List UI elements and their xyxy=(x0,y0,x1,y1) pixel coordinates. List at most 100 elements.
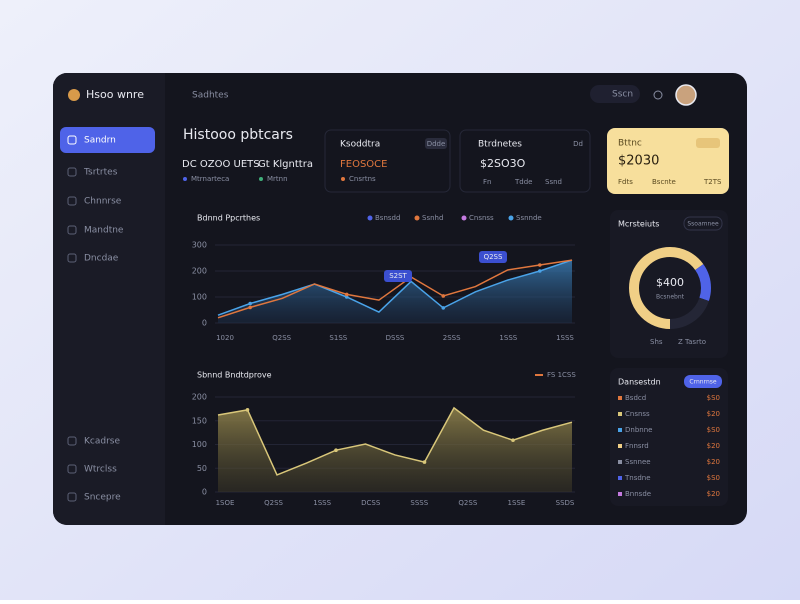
card-title: Btrdnetes xyxy=(478,140,522,150)
card xyxy=(459,129,591,193)
x-tick-label: 2SSS xyxy=(443,334,461,342)
x-tick-label: DSSS xyxy=(386,334,405,342)
list-button-text: Crnnrnse xyxy=(689,379,716,386)
y-tick-label: 150 xyxy=(192,416,207,425)
logo-icon xyxy=(68,89,80,101)
row-value: $20 xyxy=(707,410,720,418)
card-title: Ksoddtra xyxy=(340,140,380,150)
x-tick-label: DCSS xyxy=(361,499,381,507)
annotation-box xyxy=(479,251,507,263)
row-dot xyxy=(618,396,622,400)
line xyxy=(217,259,573,316)
row-name: Ssnnee xyxy=(625,458,651,466)
row-name: Bnnsde xyxy=(625,490,651,498)
point xyxy=(245,408,250,412)
row-value: $S0 xyxy=(707,394,720,402)
nav-icon xyxy=(67,196,77,206)
list-panel xyxy=(610,368,728,506)
legend-dot xyxy=(367,215,373,221)
point xyxy=(538,269,542,273)
donut-button[interactable] xyxy=(683,216,723,231)
x-tick-label: 1SSS xyxy=(313,499,331,507)
stat-dot xyxy=(259,177,263,181)
nav-icon xyxy=(67,167,77,177)
x-tick-label: 1SOE xyxy=(216,499,235,507)
donut-segment xyxy=(629,247,711,329)
point xyxy=(248,301,252,306)
legend-item: Ssnnde xyxy=(516,214,542,222)
y-tick-label: 200 xyxy=(192,393,207,402)
nav-item[interactable]: Kcadrse xyxy=(84,437,120,447)
bell[interactable] xyxy=(653,90,663,100)
row-name: Cnsnss xyxy=(625,410,650,418)
area xyxy=(218,407,572,492)
y-tick-label: 50 xyxy=(197,464,207,473)
balance-label: Bscnte xyxy=(652,178,676,186)
nav-item[interactable]: Sandrn xyxy=(84,136,116,146)
nav-icon xyxy=(67,436,77,446)
card-tag xyxy=(425,138,447,149)
active-nav[interactable] xyxy=(60,127,155,153)
x-tick-label: S1SS xyxy=(329,334,347,342)
legend-item: Bsnsdd xyxy=(375,214,400,222)
y-tick-label: 100 xyxy=(192,440,207,449)
row-dot xyxy=(618,428,622,432)
donut-title: Mcrsteiuts xyxy=(618,220,659,229)
nav-item[interactable]: Wtrclss xyxy=(84,465,117,475)
row-name: Fnnsrd xyxy=(625,442,649,450)
row-value: $20 xyxy=(707,442,720,450)
x-tick-label: 1020 xyxy=(216,334,234,342)
stat-label: Mrtnn xyxy=(267,175,288,183)
annotation: Q2SS xyxy=(484,253,503,261)
x-tick-label: SSDS xyxy=(556,499,575,507)
list-button[interactable] xyxy=(684,375,722,388)
logo: Hsoo wnre xyxy=(86,88,144,101)
search[interactable] xyxy=(590,85,640,103)
x-tick-label: Q2SS xyxy=(272,334,291,342)
row-value: $20 xyxy=(707,490,720,498)
balance-title: Bttnc xyxy=(618,139,642,149)
balance-label: Fdts xyxy=(618,178,633,186)
donut-label: Bcsnebnt xyxy=(656,294,685,301)
card-label: Fn xyxy=(483,178,491,186)
area xyxy=(218,260,572,323)
nav-item[interactable]: Mandtne xyxy=(84,226,124,236)
nav-item[interactable]: Chnnrse xyxy=(84,197,122,207)
stat-value: Gt Klgnttra xyxy=(258,159,313,170)
nav-item[interactable]: Dncdae xyxy=(84,254,119,264)
x-tick-label: Q2SS xyxy=(458,499,477,507)
card-tag-text: Dd xyxy=(573,140,583,148)
list-title: Dansestdn xyxy=(618,378,661,387)
avatar[interactable] xyxy=(675,84,697,106)
chart-title: Sbnnd Bndtdprove xyxy=(197,371,272,380)
point xyxy=(344,292,349,297)
row-dot xyxy=(618,492,622,496)
card-label: Tdde xyxy=(514,178,532,186)
nav-icon xyxy=(67,225,77,235)
card-value: $2SO3O xyxy=(480,157,526,170)
y-tick-label: 100 xyxy=(192,293,207,302)
annotation: S2ST xyxy=(389,272,407,280)
sidebar xyxy=(53,73,165,525)
donut-legend: Z Tasrto xyxy=(678,338,706,346)
row-value: $20 xyxy=(707,458,720,466)
stat-dot xyxy=(341,177,345,181)
point xyxy=(441,294,446,298)
balance-tag xyxy=(696,138,720,148)
chart-title: Bdnnd Ppcrthes xyxy=(197,214,260,223)
nav-item[interactable]: Tsrtrtes xyxy=(83,168,118,178)
nav-icon xyxy=(67,464,77,474)
y-tick-label: 0 xyxy=(202,488,207,497)
breadcrumb: Sadhtes xyxy=(192,91,229,101)
row-dot xyxy=(618,460,622,464)
legend-dot xyxy=(461,215,467,221)
legend-item: Cnsnss xyxy=(469,214,494,222)
main-title: Histooo pbtcars xyxy=(183,127,293,143)
y-tick-label: 300 xyxy=(192,241,207,250)
row-dot xyxy=(618,412,622,416)
card-tag-text: Ddde xyxy=(427,140,446,148)
nav-item[interactable]: Sncepre xyxy=(84,493,121,503)
stat-value: DC OZOO UETS xyxy=(182,159,260,170)
row-value: $S0 xyxy=(707,474,720,482)
